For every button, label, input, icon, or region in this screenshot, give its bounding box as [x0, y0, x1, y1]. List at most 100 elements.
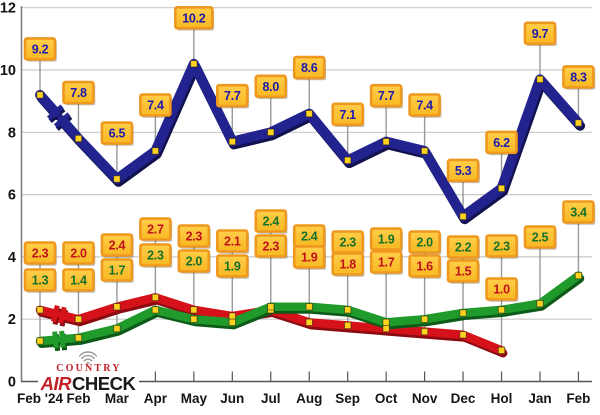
- value-label-box: [174, 5, 214, 30]
- value-label-text: 10.2: [182, 11, 205, 25]
- value-label-text: 7.7: [378, 89, 395, 103]
- value-label-box: [408, 93, 441, 117]
- value-label-box: [62, 80, 95, 105]
- value-label-box: [369, 83, 403, 108]
- value-label-box: [23, 241, 57, 265]
- value-label-box: [62, 268, 95, 292]
- value-label-box: [23, 268, 57, 292]
- value-label-box: [254, 209, 288, 233]
- x-axis-label: Feb: [66, 391, 90, 406]
- data-marker: [267, 128, 275, 136]
- series-break-mark: [59, 330, 66, 348]
- data-marker: [536, 299, 544, 308]
- data-marker: [497, 306, 506, 314]
- value-label-box: [139, 93, 172, 117]
- logo-aircheck-text: AIRCHECK: [36, 374, 140, 394]
- value-label-box: [331, 102, 364, 127]
- value-label-text: 2.3: [493, 240, 510, 254]
- value-label-box: [139, 217, 172, 241]
- value-label-text: 8.0: [263, 80, 280, 94]
- value-label-text: 1.7: [109, 264, 126, 278]
- value-label-text: 2.1: [224, 235, 241, 249]
- country-aircheck-logo: COUNTRY AIRCHECK: [36, 351, 140, 394]
- value-label-text: 7.8: [70, 86, 87, 100]
- value-label-text: 7.1: [339, 108, 356, 122]
- x-axis-label: Nov: [412, 391, 438, 406]
- value-label-text: 1.5: [455, 265, 472, 279]
- value-label-box: [216, 229, 249, 253]
- x-axis-label: Oct: [375, 391, 398, 406]
- value-label-box: [446, 259, 480, 283]
- data-marker: [151, 293, 160, 302]
- x-axis-label: Jan: [528, 391, 551, 406]
- data-marker: [267, 303, 275, 311]
- value-label-text: 6.5: [109, 127, 126, 141]
- data-marker: [459, 331, 467, 339]
- value-label-box: [446, 235, 480, 259]
- value-label-box: [523, 225, 557, 249]
- value-label-box: [562, 65, 595, 89]
- data-marker: [151, 306, 160, 314]
- data-marker: [382, 137, 390, 146]
- value-label-text: 2.3: [32, 247, 49, 261]
- value-label-text: 2.3: [339, 236, 356, 250]
- x-axis-label: Jul: [261, 391, 281, 406]
- value-label-box: [177, 249, 211, 273]
- value-label-box: [485, 277, 518, 301]
- series-break-mark: [57, 306, 67, 324]
- data-marker: [420, 315, 429, 323]
- radio-waves-icon: [78, 351, 98, 364]
- value-label-box: [369, 250, 403, 274]
- y-axis-label: 4: [8, 250, 16, 266]
- value-label-box: [446, 158, 480, 183]
- value-label-text: 2.2: [455, 241, 472, 255]
- y-axis-label: 12: [0, 1, 16, 17]
- data-marker: [190, 306, 198, 314]
- series-break-mark: [46, 104, 64, 121]
- data-marker: [151, 147, 160, 155]
- value-label-box: [216, 83, 249, 108]
- data-marker: [382, 318, 390, 326]
- value-label-text: 1.9: [301, 251, 318, 265]
- x-axis-label: Aug: [296, 391, 322, 406]
- x-axis-label: Jun: [220, 391, 244, 406]
- data-marker: [113, 324, 121, 333]
- data-marker: [574, 119, 583, 127]
- value-label-box: [139, 243, 172, 267]
- value-label-text: 2.0: [70, 247, 87, 261]
- x-axis-label: Mar: [105, 391, 130, 406]
- value-label-text: 1.9: [378, 233, 395, 247]
- value-label-text: 7.4: [416, 99, 433, 113]
- value-label-text: 7.4: [147, 99, 164, 113]
- data-marker: [305, 303, 313, 311]
- value-label-box: [408, 230, 441, 254]
- y-axis-label: 10: [0, 63, 16, 79]
- value-label-text: 9.7: [532, 27, 549, 41]
- value-label-text: 2.3: [147, 249, 164, 263]
- value-label-box: [100, 233, 134, 257]
- value-label-text: 2.4: [109, 239, 126, 253]
- x-axis-label: Hol: [491, 391, 513, 406]
- data-marker: [305, 318, 313, 326]
- value-label-box: [100, 121, 134, 145]
- logo-country-text: COUNTRY: [56, 363, 122, 374]
- value-label-text: 1.8: [339, 258, 356, 272]
- value-label-box: [331, 252, 364, 276]
- value-label-text: 2.4: [263, 215, 280, 229]
- value-label-text: 2.0: [416, 236, 433, 250]
- x-axis-label: Feb: [566, 391, 590, 406]
- value-label-box: [562, 200, 595, 224]
- data-markers: [36, 60, 583, 354]
- x-axis-label: Dec: [451, 391, 476, 406]
- data-marker: [344, 321, 352, 330]
- data-marker: [420, 328, 429, 336]
- data-marker: [36, 337, 44, 345]
- value-label-box: [369, 227, 403, 251]
- value-label-text: 2.7: [147, 223, 164, 237]
- data-marker: [497, 184, 506, 193]
- data-marker: [190, 60, 198, 68]
- value-label-text: 1.7: [378, 256, 395, 270]
- y-axis-label: 8: [8, 125, 16, 141]
- data-marker: [228, 312, 236, 320]
